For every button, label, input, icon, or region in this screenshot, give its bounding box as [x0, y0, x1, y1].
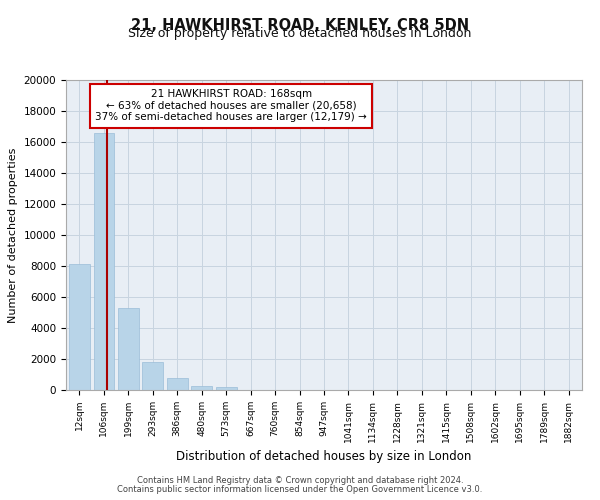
Text: Contains HM Land Registry data © Crown copyright and database right 2024.: Contains HM Land Registry data © Crown c…: [137, 476, 463, 485]
Text: 21 HAWKHIRST ROAD: 168sqm
← 63% of detached houses are smaller (20,658)
37% of s: 21 HAWKHIRST ROAD: 168sqm ← 63% of detac…: [95, 90, 367, 122]
Bar: [118, 308, 139, 390]
Y-axis label: Number of detached properties: Number of detached properties: [8, 148, 18, 322]
Bar: [94, 132, 114, 390]
X-axis label: Distribution of detached houses by size in London: Distribution of detached houses by size …: [176, 450, 472, 463]
Bar: [191, 386, 212, 390]
Bar: [142, 362, 163, 390]
Text: Size of property relative to detached houses in London: Size of property relative to detached ho…: [128, 28, 472, 40]
Text: Contains public sector information licensed under the Open Government Licence v3: Contains public sector information licen…: [118, 485, 482, 494]
Bar: [216, 387, 236, 390]
Bar: [69, 264, 90, 390]
Text: 21, HAWKHIRST ROAD, KENLEY, CR8 5DN: 21, HAWKHIRST ROAD, KENLEY, CR8 5DN: [131, 18, 469, 32]
Bar: [167, 378, 188, 390]
